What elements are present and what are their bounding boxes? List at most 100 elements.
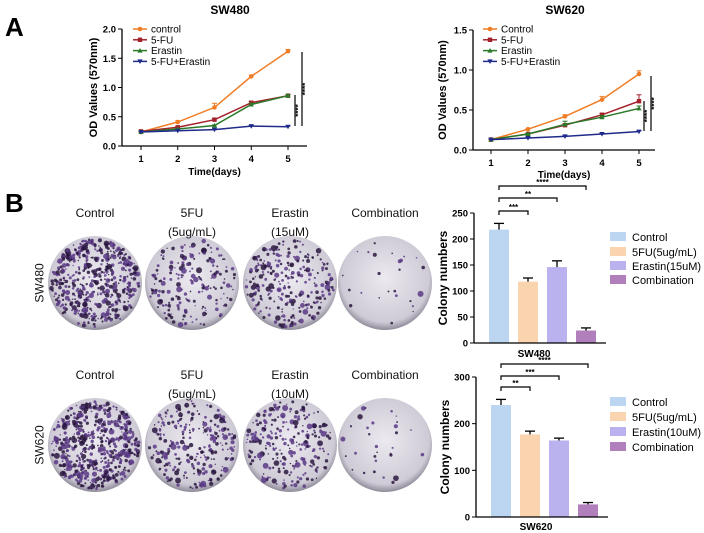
- colony: [110, 278, 114, 282]
- colony: [80, 465, 84, 468]
- colony: [281, 279, 284, 282]
- colony: [321, 261, 324, 264]
- legend-marker: [137, 26, 143, 32]
- colony: [65, 268, 67, 270]
- colony: [183, 442, 186, 445]
- colony: [160, 416, 163, 419]
- colony: [259, 297, 263, 300]
- colony: [220, 254, 223, 257]
- colony: [104, 317, 108, 322]
- colony: [261, 284, 265, 287]
- colony: [290, 440, 295, 445]
- colony: [270, 272, 273, 276]
- data-point: [285, 93, 291, 98]
- colony: [293, 415, 298, 419]
- colony: [132, 265, 139, 272]
- significance-label: ****: [294, 103, 303, 116]
- colony: [95, 477, 100, 482]
- colony: [178, 412, 183, 418]
- colony: [205, 312, 208, 315]
- colony: [61, 254, 66, 259]
- colony: [160, 425, 163, 427]
- colony: [51, 289, 54, 292]
- colony: [209, 447, 213, 451]
- colony: [100, 270, 104, 274]
- colony: [201, 290, 204, 293]
- colony: [197, 453, 199, 455]
- colony: [327, 273, 331, 277]
- colony: [308, 272, 312, 277]
- colony: [134, 437, 138, 440]
- colony: [282, 425, 284, 428]
- colony: [421, 265, 425, 270]
- colony: [341, 274, 344, 277]
- colony: [366, 426, 369, 430]
- colony: [189, 279, 193, 282]
- colony: [136, 449, 140, 453]
- colony: [188, 436, 192, 440]
- colony: [296, 271, 301, 275]
- colony: [53, 452, 60, 459]
- legend-marker: [487, 48, 493, 53]
- colony: [216, 265, 219, 268]
- legend-swatch: [610, 261, 626, 270]
- colony: [410, 429, 412, 431]
- colony: [219, 442, 222, 444]
- colony: [193, 472, 195, 475]
- colony: [203, 484, 207, 488]
- colony: [108, 411, 111, 414]
- colony: [271, 478, 277, 484]
- colony: [192, 430, 194, 432]
- colony: [403, 255, 406, 258]
- colony: [105, 288, 110, 294]
- colony: [128, 459, 135, 465]
- bar-Combination: [576, 330, 596, 343]
- colony: [64, 284, 68, 289]
- colony: [111, 458, 115, 462]
- colony: [221, 444, 224, 447]
- colony: [161, 418, 164, 421]
- colony: [315, 296, 319, 300]
- colony: [202, 471, 206, 476]
- colony: [99, 468, 103, 472]
- colony: [150, 456, 154, 460]
- colony: [71, 292, 75, 296]
- bar-Erastin(15uM): [547, 267, 567, 343]
- colony: [62, 422, 67, 428]
- colony: [312, 318, 315, 321]
- colony: [61, 268, 64, 270]
- colony: [129, 427, 132, 431]
- colony: [67, 273, 70, 277]
- plate-label-line: Erastin: [271, 206, 309, 220]
- colony: [193, 276, 199, 283]
- colony: [191, 267, 194, 270]
- colony: [122, 431, 128, 438]
- colony: [288, 449, 294, 455]
- colony: [176, 282, 181, 287]
- colony: [73, 308, 78, 314]
- colony: [273, 403, 277, 407]
- colony: [74, 300, 78, 304]
- colony: [282, 481, 286, 486]
- colony: [296, 259, 300, 263]
- colony: [63, 431, 67, 435]
- colony: [258, 312, 260, 314]
- colony: [218, 272, 222, 276]
- colony: [207, 479, 210, 482]
- colony: [393, 424, 398, 429]
- colony: [284, 266, 288, 271]
- colony: [275, 263, 280, 268]
- colony: [177, 262, 180, 264]
- legend-label: Control: [632, 397, 667, 409]
- colony: [99, 292, 103, 296]
- y-tick-label: 0.0: [103, 142, 116, 153]
- colony: [109, 305, 112, 308]
- colony: [128, 429, 133, 434]
- colony: [184, 423, 188, 426]
- colony: [103, 427, 106, 430]
- data-point: [562, 134, 568, 139]
- legend-label: control: [151, 25, 181, 36]
- colony: [209, 477, 212, 480]
- colony: [278, 323, 282, 327]
- colony: [202, 421, 208, 427]
